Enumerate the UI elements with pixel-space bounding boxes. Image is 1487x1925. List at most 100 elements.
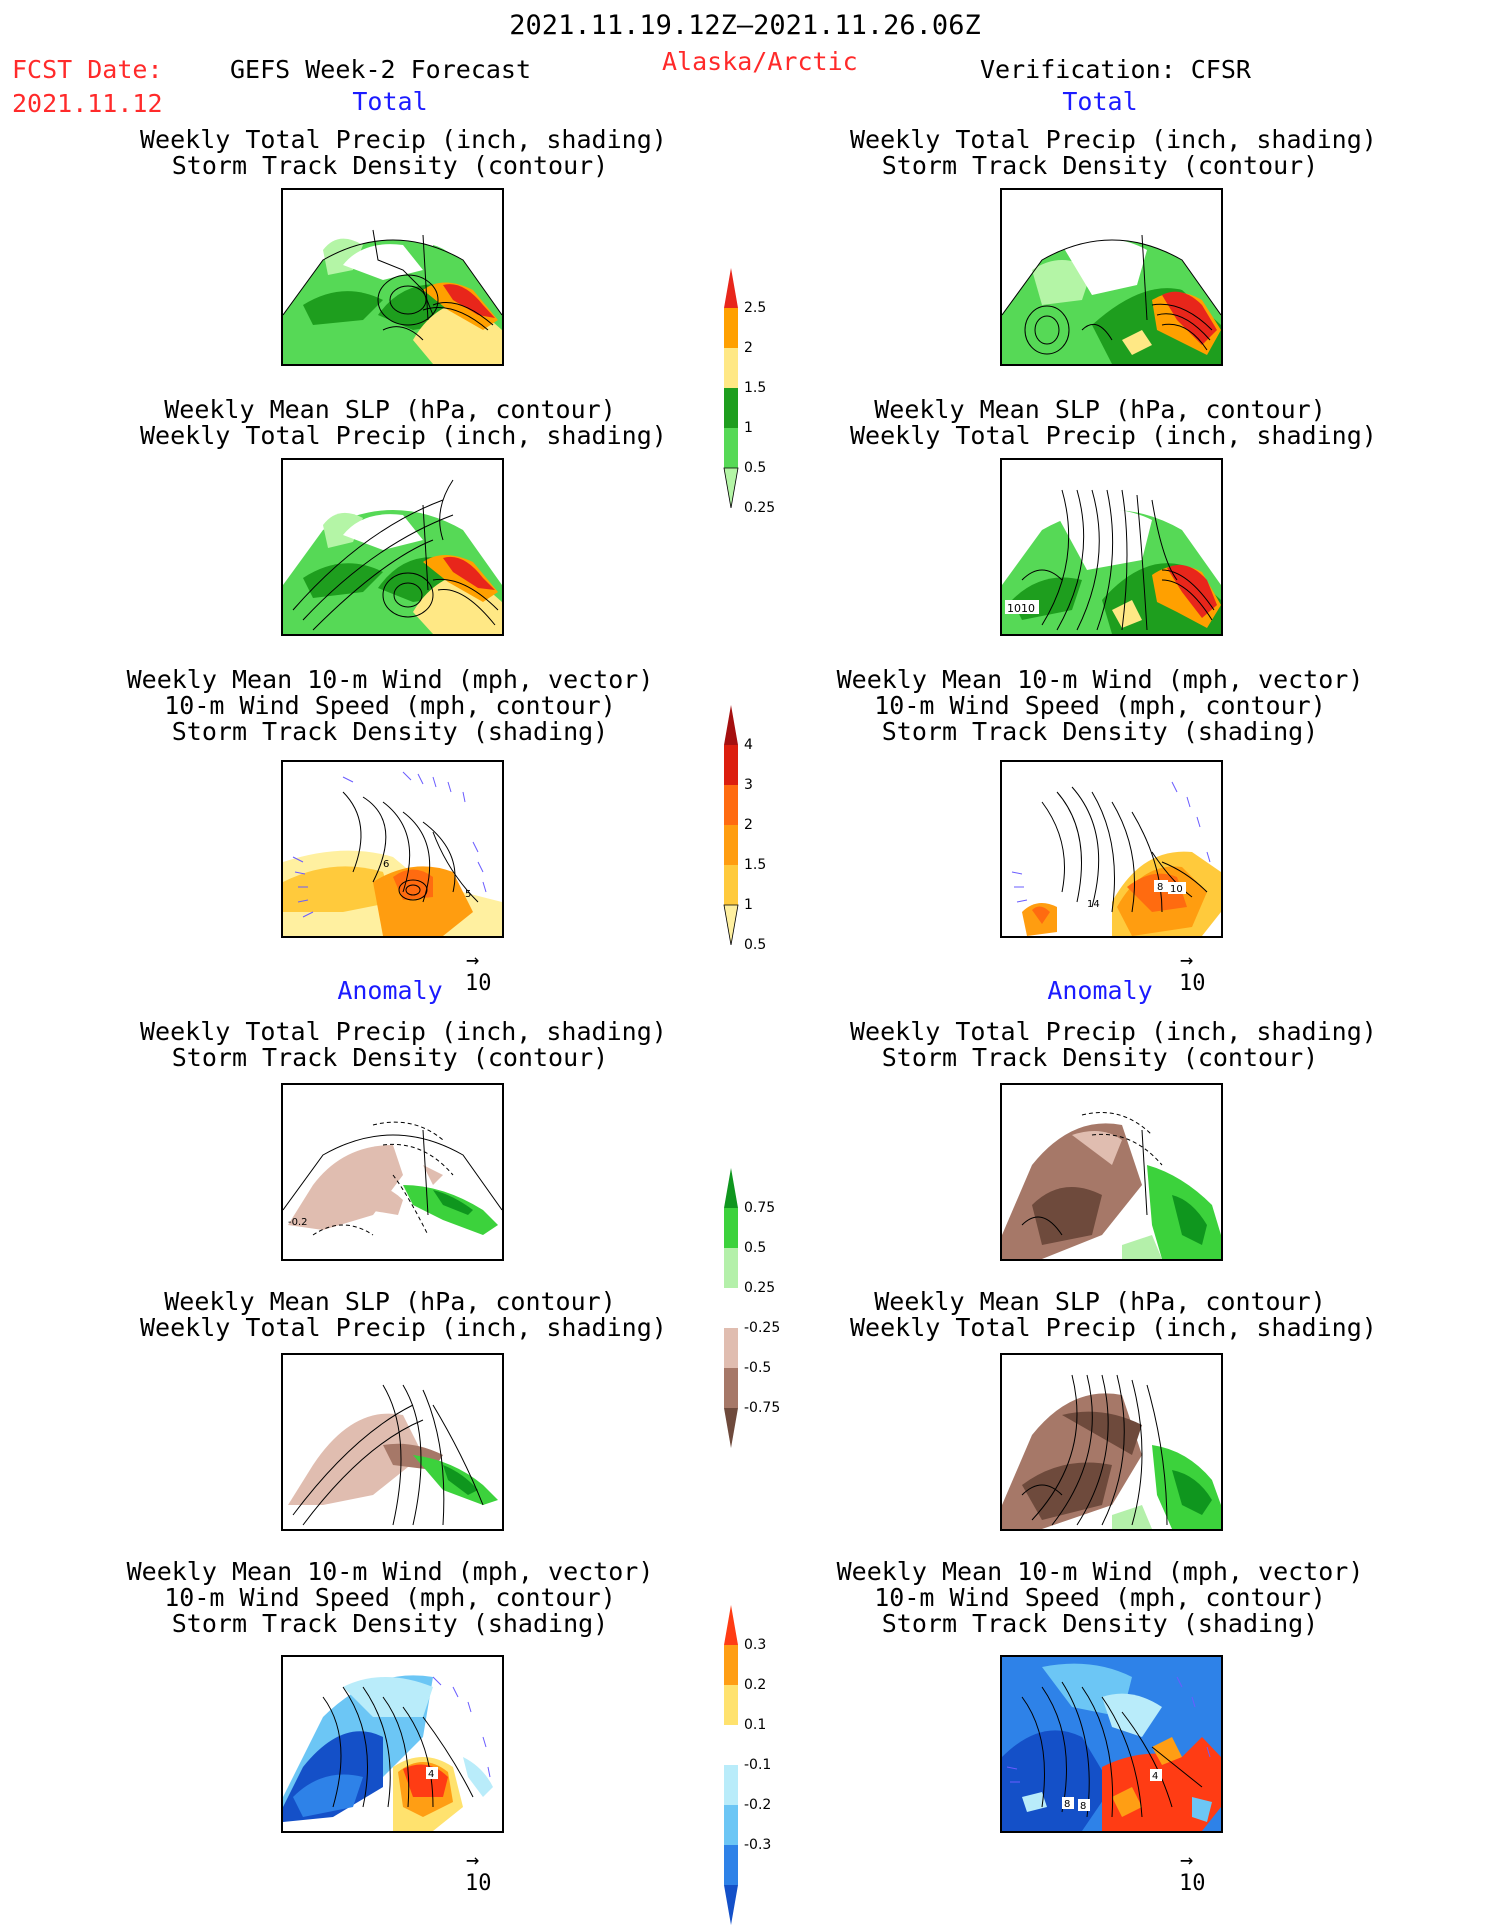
map-anom-precip-storm-verification bbox=[1000, 1083, 1223, 1261]
anom-wind-label-8b: 8 bbox=[1080, 1801, 1086, 1812]
colorbar-box bbox=[724, 1765, 738, 1805]
vector-ref-label: 10 bbox=[1179, 1871, 1206, 1896]
title-anom-wind-storm-r2: 10-m Wind Speed (mph, contour) bbox=[874, 1583, 1326, 1612]
title-anom-slp-precip-l1: Weekly Mean SLP (hPa, contour) bbox=[164, 1287, 616, 1316]
colorbar-svg bbox=[724, 1605, 738, 1925]
section-anomaly-right: Anomaly bbox=[1047, 976, 1153, 1005]
section-total-right: Total bbox=[1062, 87, 1138, 116]
colorbar-svg bbox=[723, 705, 739, 945]
wind-label-6: 6 bbox=[383, 859, 389, 870]
model-title: GEFS Week-2 Forecast bbox=[230, 55, 532, 84]
colorbar-box bbox=[724, 1248, 738, 1288]
title-wind-storm-r1: Weekly Mean 10-m Wind (mph, vector) bbox=[836, 665, 1364, 694]
title-precip-storm-r2: Storm Track Density (contour) bbox=[881, 151, 1319, 180]
colorbar-box bbox=[724, 428, 738, 468]
title-wind-storm-l2: 10-m Wind Speed (mph, contour) bbox=[164, 691, 616, 720]
title-slp-precip-l1: Weekly Mean SLP (hPa, contour) bbox=[164, 395, 616, 424]
title-anom-precip-storm-l1: Weekly Total Precip (inch, shading) bbox=[140, 1017, 667, 1046]
colorbar-box bbox=[724, 1845, 738, 1885]
colorbar-box bbox=[724, 1368, 738, 1408]
colorbar-tick-label: 0.5 bbox=[744, 460, 767, 476]
map-precip-storm-verification bbox=[1000, 188, 1223, 366]
colorbar-svg bbox=[724, 1168, 738, 1448]
vector-arrow-icon: → bbox=[466, 1848, 480, 1873]
colorbar-bottom-triangle bbox=[723, 904, 739, 945]
colorbar-tick-label: 0.75 bbox=[744, 1200, 776, 1216]
title-anom-wind-storm-l1: Weekly Mean 10-m Wind (mph, vector) bbox=[126, 1557, 654, 1586]
map-anom-slp-precip-forecast bbox=[281, 1353, 504, 1531]
title-anom-slp-precip-r2: Weekly Total Precip (inch, shading) bbox=[850, 1313, 1377, 1342]
map-slp-precip-forecast bbox=[281, 458, 504, 636]
title-slp-precip-r1: Weekly Mean SLP (hPa, contour) bbox=[874, 395, 1326, 424]
colorbar-box bbox=[724, 745, 738, 785]
colorbar-svg bbox=[723, 268, 739, 508]
colorbar-tick-label: -0.25 bbox=[744, 1320, 781, 1336]
title-wind-storm-l3: Storm Track Density (shading) bbox=[171, 717, 609, 746]
colorbar-tick-label: 4 bbox=[744, 737, 753, 753]
title-anom-slp-precip-r1: Weekly Mean SLP (hPa, contour) bbox=[874, 1287, 1326, 1316]
title-wind-storm-r2: 10-m Wind Speed (mph, contour) bbox=[874, 691, 1326, 720]
title-anom-wind-storm-r1: Weekly Mean 10-m Wind (mph, vector) bbox=[836, 1557, 1364, 1586]
colorbar-tick-label: -0.3 bbox=[744, 1837, 772, 1853]
map-anom-wind-storm-forecast: 4 bbox=[281, 1655, 504, 1833]
colorbar-box bbox=[724, 865, 738, 905]
colorbar-tick-label: 2 bbox=[744, 340, 753, 356]
title-wind-storm-r3: Storm Track Density (shading) bbox=[881, 717, 1319, 746]
colorbar-tick-label: 0.5 bbox=[744, 937, 767, 953]
region-title: Alaska/Arctic bbox=[662, 47, 858, 76]
colorbar-box bbox=[724, 308, 738, 348]
colorbar-box bbox=[724, 348, 738, 388]
title-anom-precip-storm-r2: Storm Track Density (contour) bbox=[881, 1043, 1319, 1072]
colorbar-tick-label: 0.25 bbox=[744, 1280, 776, 1296]
colorbar-tick-label: 1 bbox=[744, 420, 753, 436]
map-wind-storm-verification: 8 10 14 bbox=[1000, 760, 1223, 938]
title-precip-storm-l2: Storm Track Density (contour) bbox=[171, 151, 609, 180]
title-anom-slp-precip-l2: Weekly Total Precip (inch, shading) bbox=[140, 1313, 667, 1342]
colorbar-box bbox=[724, 785, 738, 825]
wind-label-14: 14 bbox=[1087, 899, 1100, 910]
colorbar-box bbox=[724, 1328, 738, 1368]
colorbar-tick-label: -0.75 bbox=[744, 1400, 781, 1416]
colorbar-box bbox=[724, 1685, 738, 1725]
title-anom-wind-storm-r3: Storm Track Density (shading) bbox=[881, 1609, 1319, 1638]
colorbar-bottom-triangle bbox=[724, 1885, 738, 1925]
map-wind-storm-forecast: 6 5 bbox=[281, 760, 504, 938]
anom-wind-label-8a: 8 bbox=[1064, 1799, 1070, 1810]
title-slp-precip-l2: Weekly Total Precip (inch, shading) bbox=[140, 421, 667, 450]
colorbar-precip-anomaly: 0.75 0.5 0.25 -0.25 -0.5 -0.75 bbox=[722, 1168, 792, 1458]
colorbar-top-triangle bbox=[724, 1168, 738, 1208]
title-wind-storm-l1: Weekly Mean 10-m Wind (mph, vector) bbox=[126, 665, 654, 694]
vector-ref-label: 10 bbox=[465, 971, 492, 996]
colorbar-tick-label: -0.2 bbox=[744, 1797, 772, 1813]
map-precip-storm-forecast bbox=[281, 188, 504, 366]
colorbar-box bbox=[724, 388, 738, 428]
colorbar-box bbox=[724, 1725, 738, 1765]
colorbar-tick-label: 2 bbox=[744, 817, 753, 833]
colorbar-tick-label: -0.1 bbox=[744, 1757, 772, 1773]
anom-wind-label-4: 4 bbox=[428, 1769, 434, 1780]
map-anom-wind-storm-verification: 8 8 4 bbox=[1000, 1655, 1223, 1833]
anom-label-neg02: -0.2 bbox=[288, 1217, 308, 1228]
colorbar-precip-total: 2.5 2 1.5 1 0.5 0.25 bbox=[722, 268, 792, 558]
colorbar-box bbox=[724, 1645, 738, 1685]
colorbar-tick-label: 0.5 bbox=[744, 1240, 767, 1256]
colorbar-top-triangle bbox=[724, 268, 738, 308]
colorbar-tick-label: 0.3 bbox=[744, 1637, 767, 1653]
slp-label-1010: 1010 bbox=[1007, 602, 1035, 615]
vector-arrow-icon: → bbox=[466, 948, 480, 973]
anom-wind-label-4: 4 bbox=[1152, 1771, 1158, 1782]
verification-title: Verification: CFSR bbox=[980, 55, 1251, 84]
colorbar-tick-label: 1.5 bbox=[744, 380, 767, 396]
section-total-left: Total bbox=[352, 87, 428, 116]
colorbar-top-triangle bbox=[724, 705, 738, 745]
title-anom-precip-storm-r1: Weekly Total Precip (inch, shading) bbox=[850, 1017, 1377, 1046]
vector-ref-label: 10 bbox=[465, 1871, 492, 1896]
colorbar-box bbox=[724, 1805, 738, 1845]
wind-label-8: 8 bbox=[1157, 882, 1163, 893]
fcst-date-value: 2021.11.12 bbox=[12, 89, 163, 118]
title-precip-storm-l1: Weekly Total Precip (inch, shading) bbox=[140, 125, 667, 154]
vector-arrow-icon: → bbox=[1180, 948, 1194, 973]
map-anom-precip-storm-forecast: -0.2 bbox=[281, 1083, 504, 1261]
colorbar-box bbox=[724, 825, 738, 865]
title-anom-precip-storm-l2: Storm Track Density (contour) bbox=[171, 1043, 609, 1072]
